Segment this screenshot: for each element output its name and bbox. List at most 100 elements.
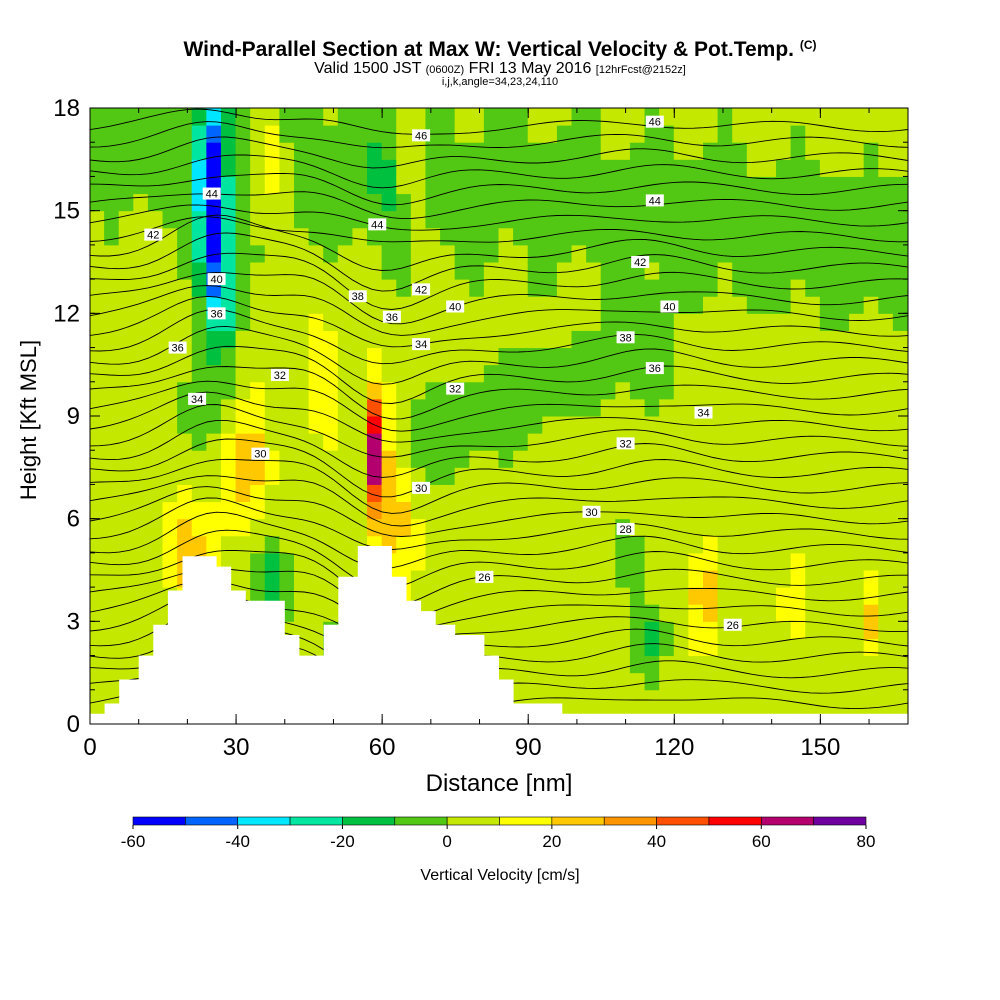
velocity-cell — [819, 347, 836, 366]
velocity-cell — [717, 347, 734, 366]
velocity-cell — [556, 466, 573, 485]
velocity-cell — [556, 449, 573, 468]
velocity-cell — [688, 278, 704, 297]
velocity-cell — [367, 261, 383, 280]
velocity-cell — [352, 244, 369, 263]
x-tick-label: 90 — [515, 734, 542, 761]
velocity-cell — [104, 227, 120, 246]
colorbar-tick-label: -40 — [225, 832, 250, 851]
theta-contour — [90, 309, 908, 365]
velocity-cell — [542, 398, 558, 417]
velocity-cell — [133, 210, 149, 229]
velocity-cell — [381, 381, 398, 400]
velocity-cell — [878, 312, 894, 331]
velocity-cell — [469, 210, 485, 229]
velocity-cell — [250, 278, 266, 297]
velocity-cell — [571, 329, 588, 349]
velocity-cell — [337, 381, 354, 400]
velocity-cell — [834, 158, 851, 177]
theta-contour — [90, 108, 908, 135]
velocity-cell — [396, 415, 412, 434]
velocity-cell — [805, 261, 821, 280]
velocity-cell — [367, 501, 383, 520]
velocity-cell — [746, 329, 763, 349]
theta-contour — [90, 285, 908, 336]
velocity-cell — [410, 347, 427, 366]
theta-label-text: 30 — [585, 507, 597, 519]
velocity-cell — [294, 141, 310, 160]
velocity-cell — [483, 586, 500, 605]
velocity-cell — [90, 175, 106, 195]
velocity-cell — [834, 449, 851, 468]
velocity-cell — [133, 449, 149, 468]
theta-label: 30 — [251, 447, 270, 461]
velocity-cell — [849, 227, 865, 246]
velocity-cell — [776, 569, 792, 588]
velocity-cell — [410, 586, 427, 605]
velocity-cell — [133, 108, 149, 126]
velocity-cell — [849, 466, 865, 485]
velocity-cell — [892, 347, 908, 366]
velocity-cell — [892, 466, 908, 485]
velocity-cell — [834, 637, 851, 657]
velocity-cell — [279, 381, 295, 400]
velocity-cell — [250, 381, 266, 400]
velocity-cell — [615, 672, 631, 691]
velocity-cell — [498, 432, 515, 451]
velocity-cell — [118, 364, 135, 383]
velocity-cell — [805, 381, 821, 400]
velocity-cell — [454, 312, 471, 331]
velocity-cell — [542, 415, 558, 434]
velocity-cell — [147, 586, 164, 605]
velocity-cell — [571, 210, 588, 229]
theta-label-text: 36 — [649, 363, 661, 375]
velocity-cell — [118, 398, 135, 417]
velocity-cell — [615, 141, 631, 160]
velocity-cell — [790, 620, 807, 639]
velocity-cell — [776, 655, 792, 674]
theta-label-text: 40 — [210, 274, 222, 286]
velocity-cell — [498, 295, 515, 314]
velocity-cell — [717, 552, 734, 571]
velocity-cell — [410, 312, 427, 331]
velocity-cell — [586, 466, 602, 485]
velocity-cell — [191, 483, 208, 503]
velocity-cell — [819, 466, 836, 485]
colorbar-swatch — [708, 816, 762, 826]
velocity-cell — [352, 364, 369, 383]
theta-label-text: 46 — [415, 130, 427, 142]
theta-label-text: 32 — [274, 370, 286, 382]
velocity-cell — [717, 398, 734, 417]
velocity-cell — [147, 552, 164, 571]
theta-contour — [90, 419, 908, 478]
velocity-cell — [162, 381, 179, 400]
velocity-cell — [527, 108, 544, 126]
velocity-cell — [892, 261, 908, 280]
theta-contour — [90, 121, 908, 149]
velocity-cell — [294, 381, 310, 400]
velocity-cell — [118, 535, 135, 554]
velocity-cell — [337, 261, 354, 280]
velocity-cell — [586, 586, 602, 605]
velocity-cell — [542, 295, 558, 314]
velocity-cell — [396, 329, 412, 349]
velocity-cell — [571, 466, 588, 485]
velocity-cell — [746, 483, 763, 503]
velocity-cell — [542, 141, 558, 160]
velocity-cell — [659, 347, 675, 366]
velocity-cell — [863, 244, 880, 263]
velocity-cell — [673, 569, 690, 588]
velocity-cell — [703, 210, 719, 229]
velocity-cell — [776, 312, 792, 331]
velocity-cell — [294, 244, 310, 263]
velocity-cell — [294, 278, 310, 297]
velocity-cell — [629, 210, 646, 229]
velocity-cell — [191, 158, 208, 177]
terrain-profile — [90, 546, 908, 724]
velocity-cell — [498, 347, 515, 366]
velocity-cell — [337, 483, 354, 503]
velocity-cell — [688, 347, 704, 366]
velocity-cell — [863, 415, 880, 434]
velocity-cell — [440, 364, 456, 383]
velocity-cell — [834, 466, 851, 485]
